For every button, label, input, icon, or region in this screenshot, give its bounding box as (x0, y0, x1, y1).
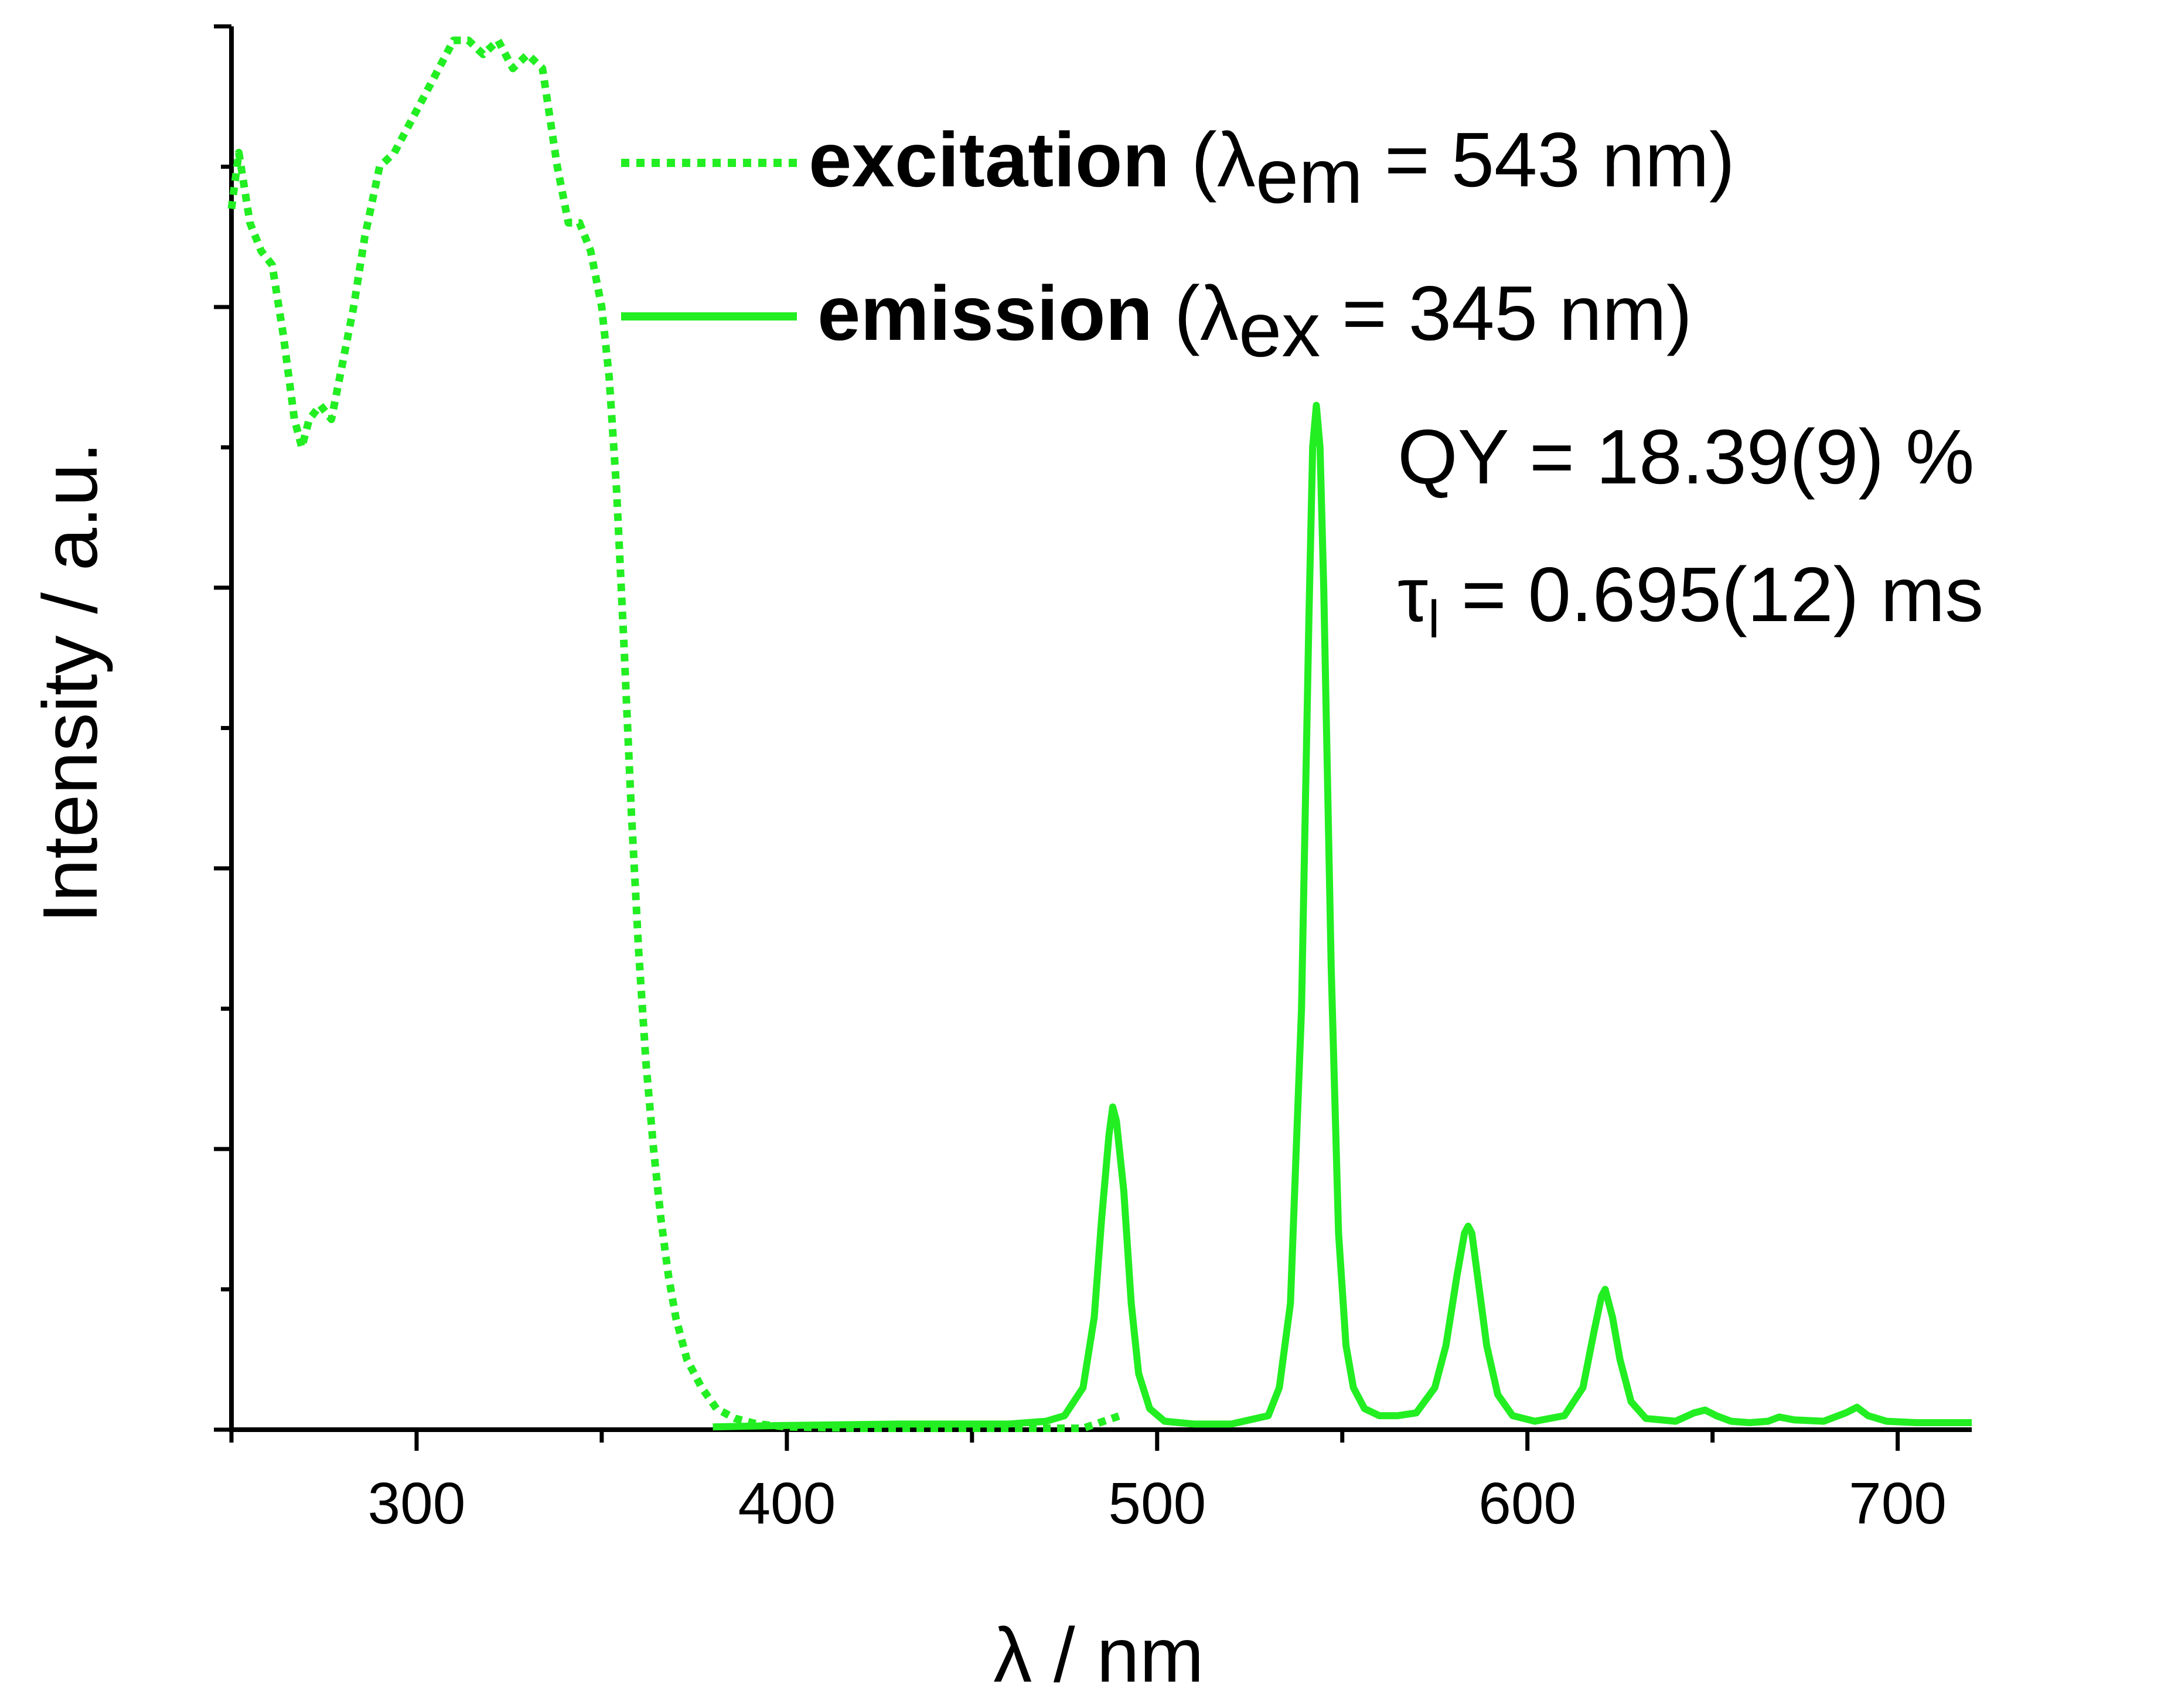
legend-emission-name: emission (817, 270, 1153, 356)
x-tick-label-600: 600 (1478, 1471, 1576, 1536)
legend-emission-open: (λ (1153, 270, 1239, 356)
tau-symbol: τ (1398, 551, 1428, 637)
x-tick-labels: 300 400 500 600 700 (368, 1471, 1947, 1536)
y-axis-title: Intensity / a.u. (27, 442, 113, 923)
legend-excitation-open: (λ (1170, 117, 1256, 203)
legend-emission-sub: ex (1239, 287, 1320, 373)
lifetime-annotation: τl = 0.695(12) ms (1398, 551, 1983, 649)
qy-annotation: QY = 18.39(9) % (1398, 414, 1974, 500)
legend: excitation (λem = 543 nm) emission (λex … (621, 117, 1735, 373)
legend-emission-close: = 345 nm) (1320, 270, 1692, 356)
legend-emission-label: emission (λex = 345 nm) (817, 270, 1692, 373)
legend-excitation-name: excitation (809, 117, 1170, 203)
series-excitation (227, 36, 1122, 1433)
legend-excitation-label: excitation (λem = 543 nm) (809, 117, 1735, 219)
legend-excitation-sub: em (1256, 133, 1363, 219)
x-tick-label-300: 300 (368, 1471, 466, 1536)
axes (214, 24, 1972, 1451)
x-tick-label-500: 500 (1108, 1471, 1206, 1536)
series-emission (713, 401, 1972, 1431)
tau-value: = 0.695(12) ms (1440, 551, 1983, 637)
series-layer (227, 36, 1972, 1433)
x-tick-label-700: 700 (1849, 1471, 1947, 1536)
legend-excitation-close: = 543 nm) (1363, 117, 1735, 203)
tau-subscript: l (1428, 591, 1440, 649)
x-axis-title: λ / nm (993, 1612, 1204, 1698)
x-tick-label-400: 400 (738, 1471, 836, 1536)
